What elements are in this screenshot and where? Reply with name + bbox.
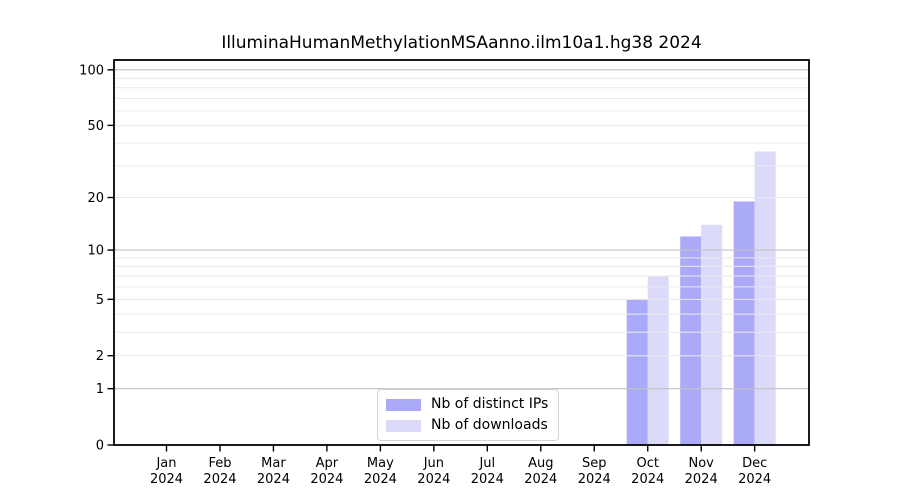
bar-downloads-nov xyxy=(701,224,723,445)
x-tick-label-month: Jun xyxy=(423,456,444,471)
x-tick-label-year: 2024 xyxy=(578,472,611,487)
y-tick-label: 100 xyxy=(79,63,104,78)
bar-distinct-ips-nov xyxy=(680,236,702,445)
x-tick-label-year: 2024 xyxy=(150,472,183,487)
y-tick-label: 20 xyxy=(87,191,104,206)
bar-distinct-ips-oct xyxy=(626,299,648,445)
x-tick-label-year: 2024 xyxy=(524,472,557,487)
x-tick-label-month: Aug xyxy=(528,456,553,471)
legend: Nb of distinct IPs Nb of downloads xyxy=(377,389,560,441)
x-tick-label-month: Sep xyxy=(582,456,607,471)
legend-label-distinct-ips: Nb of distinct IPs xyxy=(431,396,549,412)
y-tick-label: 5 xyxy=(96,293,104,308)
x-tick-label-year: 2024 xyxy=(203,472,236,487)
x-tick-label-year: 2024 xyxy=(685,472,718,487)
legend-swatch-downloads xyxy=(386,419,421,432)
x-tick-label-month: May xyxy=(367,456,394,471)
x-tick-label-year: 2024 xyxy=(631,472,664,487)
x-tick-label-month: Dec xyxy=(742,456,767,471)
y-tick-label: 2 xyxy=(96,349,104,364)
y-tick-label: 10 xyxy=(87,244,104,259)
x-tick-label-month: Oct xyxy=(636,456,658,471)
bar-downloads-oct xyxy=(647,275,669,445)
x-tick-label-month: Apr xyxy=(316,456,339,471)
bar-downloads-dec xyxy=(754,151,776,446)
x-tick-label-month: Mar xyxy=(261,456,286,471)
legend-item-distinct-ips: Nb of distinct IPs xyxy=(386,396,548,413)
y-tick-label: 50 xyxy=(87,119,104,134)
plot-frame xyxy=(113,59,810,446)
legend-swatch-distinct-ips xyxy=(386,398,421,411)
chart-title: IlluminaHumanMethylationMSAanno.ilm10a1.… xyxy=(221,33,702,53)
x-tick-label-month: Nov xyxy=(689,456,715,471)
y-tick-label: 1 xyxy=(96,382,104,397)
x-tick-label-year: 2024 xyxy=(257,472,290,487)
y-tick-label: 0 xyxy=(96,439,104,454)
x-tick-label-year: 2024 xyxy=(310,472,343,487)
legend-label-downloads: Nb of downloads xyxy=(431,417,548,433)
x-tick-label-year: 2024 xyxy=(738,472,771,487)
x-tick-label-month: Feb xyxy=(208,456,231,471)
x-tick-label-month: Jan xyxy=(155,456,176,471)
x-tick-label-year: 2024 xyxy=(364,472,397,487)
x-tick-label-month: Jul xyxy=(478,456,495,471)
legend-item-downloads: Nb of downloads xyxy=(386,417,548,434)
bar-distinct-ips-dec xyxy=(733,201,755,445)
x-tick-label-year: 2024 xyxy=(417,472,450,487)
x-tick-label-year: 2024 xyxy=(471,472,504,487)
